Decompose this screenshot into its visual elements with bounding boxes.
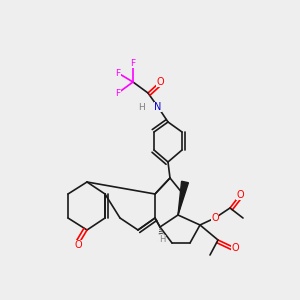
Text: O: O [74,240,82,250]
Text: F: F [116,68,121,77]
Polygon shape [178,181,188,215]
Text: F: F [116,88,121,98]
Text: O: O [236,190,244,200]
Text: H: H [159,236,165,244]
Text: O: O [211,213,219,223]
Text: O: O [156,77,164,87]
Text: F: F [130,58,136,68]
Text: H: H [138,103,145,112]
Text: N: N [154,102,162,112]
Text: O: O [231,243,239,253]
